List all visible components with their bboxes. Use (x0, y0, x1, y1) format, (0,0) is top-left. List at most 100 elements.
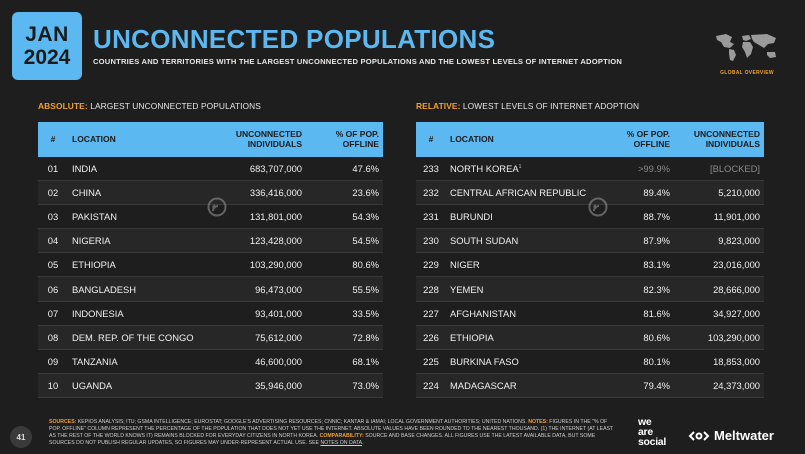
left-label-text: LARGEST UNCONNECTED POPULATIONS (90, 101, 261, 111)
cell-pct: 88.7% (598, 211, 674, 222)
cell-individuals: 75,612,000 (216, 332, 306, 343)
left-table-header: # LOCATION UNCONNECTED INDIVIDUALS % OF … (38, 122, 383, 157)
cell-rank-value: 01 (47, 163, 59, 175)
cell-individuals: 28,666,000 (674, 284, 764, 295)
cell-location-value: INDONESIA (72, 307, 124, 319)
cell-rank-value: 230 (423, 235, 439, 247)
cell-pct-value: 73.0% (352, 379, 379, 391)
meltwater-logo: Meltwater (688, 428, 774, 443)
cell-rank-value: 224 (423, 379, 439, 391)
cell-rank-value: 03 (47, 211, 59, 223)
table-row: 01 INDIA 683,707,000 47.6% (38, 157, 383, 182)
cell-individuals-value: 24,373,000 (713, 379, 760, 391)
cell-rank-value: 225 (423, 355, 439, 367)
cell-individuals: 9,823,000 (674, 235, 764, 246)
table-row: 228 YEMEN 82.3% 28,666,000 (416, 277, 764, 302)
table-row: 03 PAKISTAN 131,801,000 54.3% (38, 205, 383, 230)
cell-location-value: ETHIOPIA (72, 259, 116, 271)
cell-individuals: 336,416,000 (216, 187, 306, 198)
cell-individuals-value: 18,853,000 (713, 355, 760, 367)
cell-pct-value: 80.6% (643, 331, 670, 343)
cell-rank-value: 08 (47, 331, 59, 343)
cell-individuals: 93,401,000 (216, 308, 306, 319)
cell-location: INDONESIA (68, 308, 216, 319)
cell-pct: 33.5% (306, 308, 383, 319)
col-rank: # (50, 133, 56, 144)
cell-individuals: 46,600,000 (216, 356, 306, 367)
table-row: 232 CENTRAL AFRICAN REPUBLIC 89.4% 5,210,00… (416, 181, 764, 206)
cell-rank: 231 (416, 211, 446, 222)
right-table: # LOCATION % OF POP. OFFLINE UNCONNECTED… (416, 122, 764, 398)
cell-pct-value: 54.3% (352, 211, 379, 223)
right-section-label: RELATIVE: LOWEST LEVELS OF INTERNET ADOP… (416, 101, 639, 111)
cell-location: NORTH KOREA1 (446, 163, 598, 174)
cell-pct-value: 83.1% (643, 259, 670, 271)
cell-location: CHINA (68, 187, 216, 198)
cell-individuals-value: 123,428,000 (249, 235, 302, 247)
cell-location-value: NIGERIA (72, 235, 111, 247)
right-label-text: LOWEST LEVELS OF INTERNET ADOPTION (462, 101, 640, 111)
left-section-label: ABSOLUTE: LARGEST UNCONNECTED POPULATION… (38, 101, 261, 111)
cell-pct-value: 23.6% (352, 187, 379, 199)
we-are-social-line: are (638, 425, 653, 438)
cell-pct: 89.4% (598, 187, 674, 198)
table-row: 233 NORTH KOREA1 >99.9% [BLOCKED] (416, 157, 764, 182)
cell-individuals-value: 28,666,000 (713, 283, 760, 295)
cell-pct: 68.1% (306, 356, 383, 367)
right-table-header: # LOCATION % OF POP. OFFLINE UNCONNECTED… (416, 122, 764, 157)
cell-rank-value: 229 (423, 259, 439, 271)
table-row: 229 NIGER 83.1% 23,016,000 (416, 253, 764, 278)
cell-pct-value: 72.8% (352, 331, 379, 343)
global-overview-badge: GLOBAL OVERVIEW (720, 70, 774, 76)
cell-rank: 229 (416, 259, 446, 270)
cell-location-value: BURUNDI (450, 211, 493, 223)
cell-individuals: 683,707,000 (216, 163, 306, 174)
col-location: LOCATION (72, 133, 116, 144)
world-map-icon (716, 34, 776, 61)
cell-rank-value: 06 (47, 283, 59, 295)
cell-rank: 230 (416, 235, 446, 246)
cell-pct-value: 89.4% (643, 187, 670, 199)
table-row: 227 AFGHANISTAN 81.6% 34,927,000 (416, 302, 764, 326)
cell-pct-value: 80.1% (643, 355, 670, 367)
cell-pct: 23.6% (306, 187, 383, 198)
table-row: 08 DEM. REP. OF THE CONGO 75,612,000 72.8% (38, 325, 383, 350)
comparability-text: SOURCE AND BASE CHANGES. ALL FIGURES USE… (49, 433, 596, 447)
cell-pct: 47.6% (306, 163, 383, 174)
we-are-social-line: we (638, 416, 652, 428)
cell-location-value: SOUTH SUDAN (450, 235, 519, 247)
cell-individuals: 18,853,000 (674, 356, 764, 367)
notes-on-data-link[interactable]: NOTES ON DATA (320, 440, 363, 447)
cell-rank: 10 (38, 380, 68, 391)
cell-location: BURKINA FASO (446, 356, 598, 367)
cell-rank: 224 (416, 380, 446, 391)
cell-individuals-value: 75,612,000 (255, 331, 302, 343)
cell-individuals-value: 34,927,000 (713, 307, 760, 319)
cell-location: SOUTH SUDAN (446, 235, 598, 246)
cell-individuals-value: 103,290,000 (707, 331, 760, 343)
cell-individuals: 5,210,000 (674, 187, 764, 198)
cell-location: PAKISTAN (68, 211, 216, 222)
cell-rank: 05 (38, 259, 68, 270)
cell-location-value: NIGER (450, 259, 480, 271)
cell-individuals: 131,801,000 (216, 211, 306, 222)
cell-pct: 79.4% (598, 380, 674, 391)
cell-individuals-value: 11,901,000 (713, 211, 760, 223)
notes-label: NOTES: (528, 419, 548, 425)
comparability-label: COMPARABILITY: (319, 433, 364, 440)
cell-individuals: 34,927,000 (674, 308, 764, 319)
cell-location: UGANDA (68, 380, 216, 391)
cell-location: YEMEN (446, 284, 598, 295)
cell-pct: >99.9% (598, 163, 674, 174)
cell-location: ETHIOPIA (446, 332, 598, 343)
footnote: SOURCES: KEPIOS ANALYSIS; ITU; GSMA INTE… (49, 419, 614, 447)
cell-individuals-value: 23,016,000 (713, 259, 760, 271)
cell-individuals-value: 5,210,000 (718, 187, 760, 199)
cell-rank-value: 226 (423, 331, 439, 343)
col-pct: % OF POP. OFFLINE (626, 128, 670, 149)
cell-pct: 80.1% (598, 356, 674, 367)
cell-pct: 87.9% (598, 235, 674, 246)
page-subtitle: COUNTRIES AND TERRITORIES WITH THE LARGE… (93, 57, 623, 66)
cell-location: AFGHANISTAN (446, 308, 598, 319)
we-are-social-logo: we are social (638, 416, 666, 448)
